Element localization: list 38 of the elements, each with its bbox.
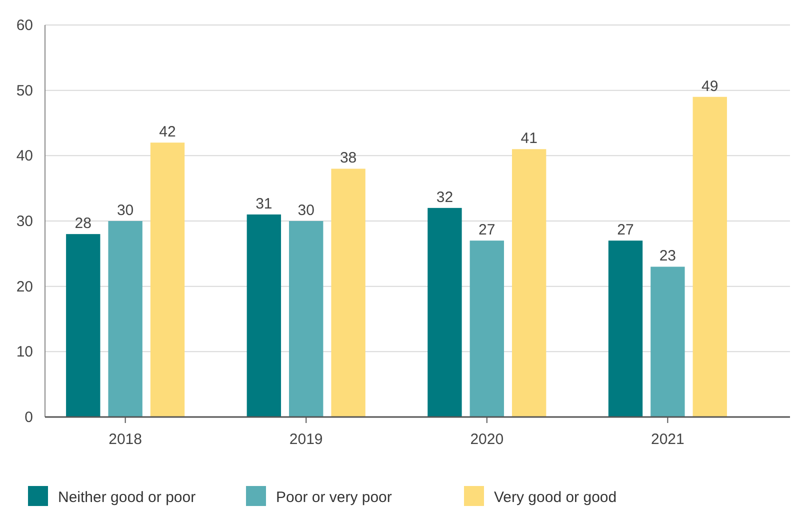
- bar: [608, 240, 643, 417]
- x-tick-label: 2020: [470, 431, 504, 448]
- legend-label: Neither good or poor: [58, 489, 196, 506]
- data-label: 32: [436, 188, 454, 206]
- data-label: 31: [256, 195, 272, 212]
- data-label: 49: [702, 78, 718, 95]
- y-tick-label: 20: [16, 278, 33, 296]
- bar: [512, 149, 546, 417]
- legend-label: Poor or very poor: [276, 489, 392, 506]
- data-label: 28: [74, 215, 92, 232]
- x-tick-label: 2019: [289, 431, 323, 448]
- bar: [150, 142, 185, 417]
- bar: [289, 221, 324, 417]
- data-label: 30: [116, 202, 134, 219]
- bar: [692, 96, 727, 417]
- data-label: 30: [298, 202, 314, 219]
- legend-label: Very good or good: [494, 489, 617, 506]
- y-tick-label: 30: [16, 213, 33, 230]
- bar: [650, 266, 685, 417]
- x-tick-label: 2021: [650, 431, 684, 448]
- bar: [108, 221, 142, 417]
- y-tick-label: 10: [16, 344, 33, 361]
- data-label: 42: [159, 124, 176, 141]
- bar: [428, 208, 462, 417]
- data-label: 38: [340, 150, 357, 167]
- bar: [470, 240, 504, 417]
- y-tick-label: 60: [16, 17, 33, 34]
- data-label: 41: [520, 130, 538, 148]
- data-label: 23: [659, 248, 676, 265]
- bar: [66, 234, 100, 417]
- data-label: 27: [478, 222, 496, 239]
- data-label: 27: [617, 222, 634, 239]
- y-tick-label: 0: [24, 409, 33, 426]
- y-tick-label: 50: [16, 82, 33, 100]
- x-tick-label: 2018: [108, 431, 142, 448]
- bar: [331, 168, 366, 417]
- bar: [246, 214, 282, 417]
- y-tick-label: 40: [16, 148, 33, 165]
